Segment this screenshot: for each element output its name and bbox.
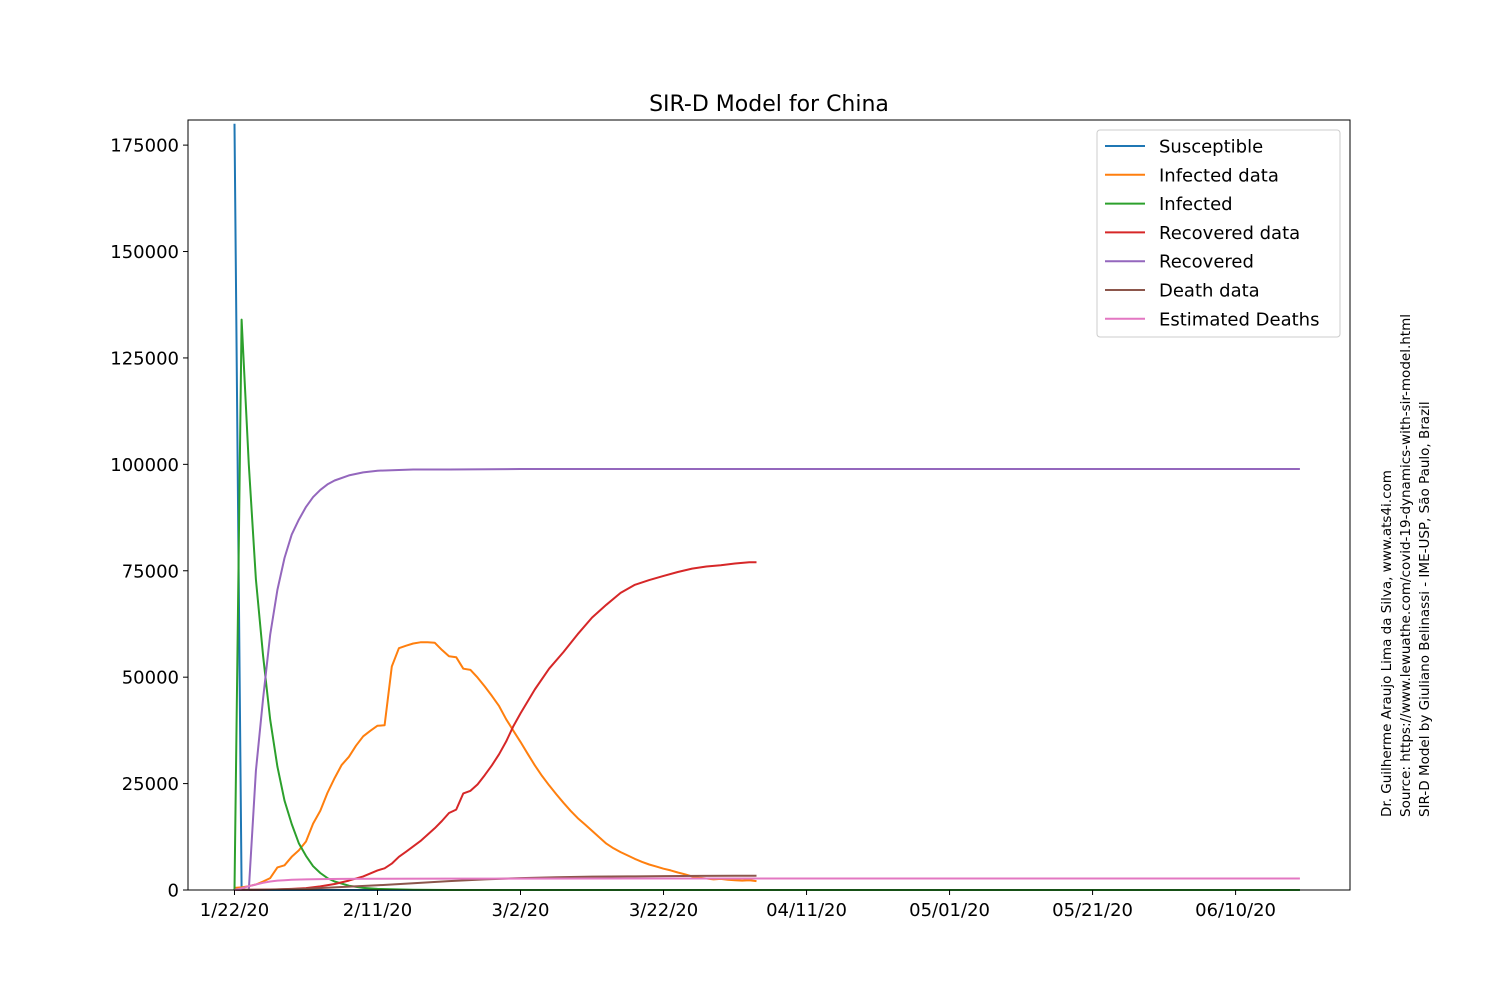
- axes-frame: [187, 119, 1351, 891]
- x-tick-label: 05/21/20: [1052, 900, 1133, 921]
- x-tick-label: 3/2/20: [492, 900, 550, 921]
- legend-label: Recovered data: [1159, 223, 1300, 244]
- x-tick-label: 04/11/20: [766, 900, 847, 921]
- x-tick-label: 3/22/20: [629, 900, 698, 921]
- legend-label: Susceptible: [1159, 137, 1263, 158]
- legend-label: Estimated Deaths: [1159, 309, 1319, 330]
- credit-source: Source: https://www.lewuathe.com/covid-1…: [1398, 314, 1414, 817]
- x-tick-label: 06/10/20: [1195, 900, 1276, 921]
- x-axis: 1/22/20 2/11/20 3/2/20 3/22/20 04/11/20 05/01…: [200, 890, 1276, 921]
- y-tick-label: 0: [168, 881, 179, 902]
- series-line-infected: [233, 318, 1300, 891]
- legend-label: Infected data: [1159, 165, 1279, 186]
- series-line-infected-data: [234, 641, 757, 889]
- y-tick-label: 25000: [122, 774, 179, 795]
- y-tick-label: 175000: [110, 136, 179, 157]
- y-tick-label: 100000: [110, 455, 179, 476]
- y-tick-label: 125000: [110, 348, 179, 369]
- y-tick-label: 75000: [122, 561, 179, 582]
- legend-label: Death data: [1159, 281, 1260, 302]
- chart-title: SIR-D Model for China: [649, 92, 889, 117]
- series-line-recovered-data: [234, 561, 757, 891]
- series-line-recovered: [234, 468, 1300, 891]
- y-axis: 0 25000 50000 75000 100000 125000 150000 175000: [110, 136, 188, 902]
- x-tick-label: 1/22/20: [200, 900, 269, 921]
- credit-model: SIR-D Model by Giuliano Belinassi - IME-…: [1417, 401, 1433, 817]
- legend-label: Infected: [1159, 194, 1233, 215]
- x-tick-label: 05/01/20: [909, 900, 990, 921]
- x-tick-label: 2/11/20: [343, 900, 412, 921]
- y-tick-label: 150000: [110, 242, 179, 263]
- legend-box: [1096, 129, 1341, 338]
- legend: Susceptible Infected data Infected Recovere…: [1096, 129, 1341, 338]
- legend-label: Recovered: [1159, 252, 1254, 273]
- credit-author: Dr. Guilherme Araujo Lima da Silva, www.…: [1379, 470, 1395, 817]
- y-tick-label: 50000: [122, 668, 179, 689]
- series-line-estimated-deaths: [234, 877, 1300, 891]
